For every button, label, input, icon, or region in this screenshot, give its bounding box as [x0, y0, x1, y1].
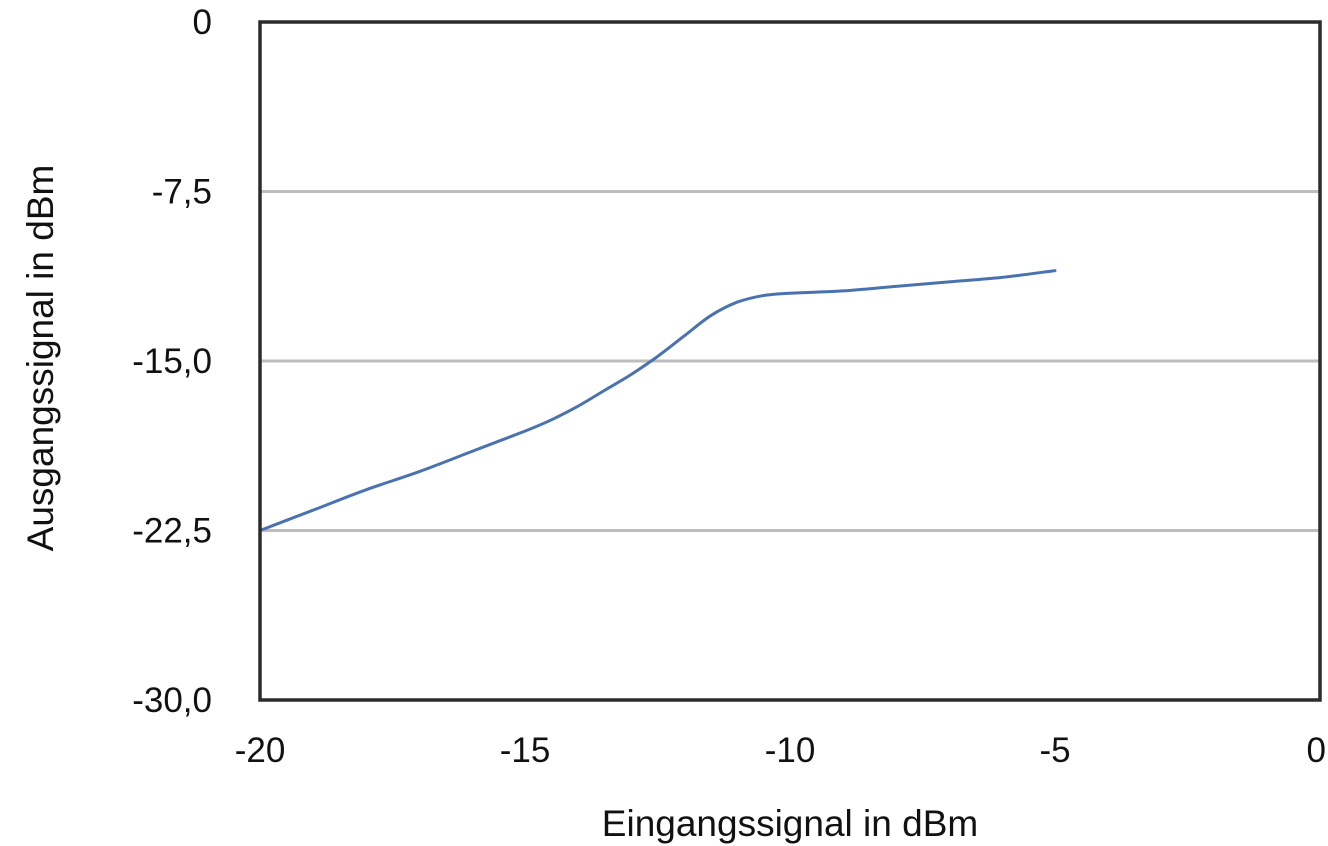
x-axis-title: Eingangssignal in dBm — [602, 803, 978, 844]
y-axis-title: Ausgangssignal in dBm — [20, 165, 61, 552]
y-tick-labels: 0 -7,5 -15,0 -22,5 -30,0 — [132, 3, 212, 720]
x-tick-label: -5 — [1039, 731, 1070, 770]
y-tick-label: -15,0 — [132, 342, 212, 381]
x-tick-label: -10 — [765, 731, 816, 770]
series-layer — [258, 269, 1057, 532]
gridlines — [260, 190, 1320, 532]
x-tick-labels: -20 -15 -10 -5 0 — [235, 731, 1326, 770]
plot-frame — [258, 20, 1322, 702]
y-tick-label: -22,5 — [132, 512, 212, 551]
y-tick-label: -7,5 — [152, 173, 212, 212]
series-line — [258, 269, 1057, 532]
y-tick-label: 0 — [193, 3, 212, 42]
y-tick-label: -30,0 — [132, 681, 212, 720]
x-tick-label: 0 — [1307, 731, 1326, 770]
x-tick-label: -20 — [235, 731, 286, 770]
x-tick-label: -15 — [500, 731, 551, 770]
